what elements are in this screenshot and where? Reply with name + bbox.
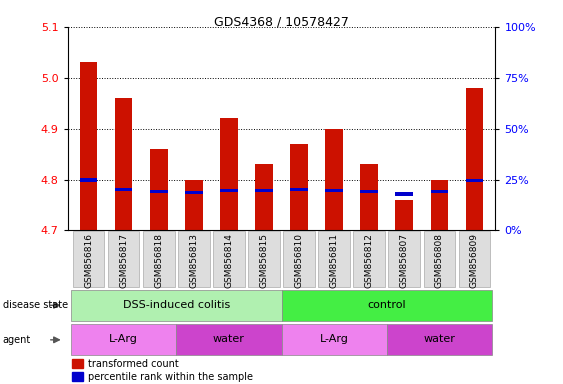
Text: GSM856818: GSM856818 [154, 233, 163, 288]
FancyBboxPatch shape [176, 324, 282, 356]
Text: GSM856807: GSM856807 [400, 233, 409, 288]
Text: GSM856814: GSM856814 [225, 233, 234, 288]
Bar [185, 191, 203, 194]
Bar [291, 144, 308, 230]
FancyBboxPatch shape [108, 231, 140, 287]
Bar [255, 164, 272, 230]
Bar [220, 189, 238, 192]
Text: DSS-induced colitis: DSS-induced colitis [123, 300, 230, 310]
Text: L-Arg: L-Arg [109, 334, 138, 344]
Bar [360, 164, 378, 230]
Text: GDS4368 / 10578427: GDS4368 / 10578427 [214, 15, 349, 28]
Bar [72, 359, 83, 368]
Text: agent: agent [3, 335, 31, 345]
Bar [150, 149, 168, 230]
FancyBboxPatch shape [178, 231, 209, 287]
Bar [220, 119, 238, 230]
Text: control: control [368, 300, 406, 310]
FancyBboxPatch shape [282, 290, 492, 321]
FancyBboxPatch shape [282, 324, 387, 356]
Text: GSM856812: GSM856812 [365, 233, 374, 288]
Bar [80, 63, 97, 230]
FancyBboxPatch shape [387, 324, 492, 356]
Bar [431, 180, 448, 230]
FancyBboxPatch shape [283, 231, 315, 287]
Text: transformed count: transformed count [88, 359, 179, 369]
FancyBboxPatch shape [388, 231, 420, 287]
Text: GSM856808: GSM856808 [435, 233, 444, 288]
FancyBboxPatch shape [248, 231, 280, 287]
Text: water: water [423, 334, 455, 344]
FancyBboxPatch shape [73, 231, 104, 287]
Text: GSM856811: GSM856811 [329, 233, 338, 288]
Bar [80, 178, 97, 182]
FancyBboxPatch shape [354, 231, 385, 287]
Text: GSM856816: GSM856816 [84, 233, 93, 288]
Bar [360, 190, 378, 193]
Bar [466, 179, 483, 182]
Bar [115, 98, 132, 230]
Bar [72, 372, 83, 381]
Text: L-Arg: L-Arg [320, 334, 348, 344]
Bar [115, 188, 132, 191]
Text: percentile rank within the sample: percentile rank within the sample [88, 372, 253, 382]
Text: GSM856817: GSM856817 [119, 233, 128, 288]
Bar [431, 190, 448, 193]
Bar [150, 190, 168, 193]
Text: GSM856813: GSM856813 [189, 233, 198, 288]
FancyBboxPatch shape [213, 231, 245, 287]
Bar [291, 188, 308, 191]
Bar [325, 189, 343, 192]
FancyBboxPatch shape [423, 231, 455, 287]
Text: GSM856815: GSM856815 [260, 233, 269, 288]
FancyBboxPatch shape [143, 231, 175, 287]
FancyBboxPatch shape [71, 290, 282, 321]
FancyBboxPatch shape [318, 231, 350, 287]
Bar [185, 180, 203, 230]
Bar [255, 189, 272, 192]
FancyBboxPatch shape [459, 231, 490, 287]
Text: GSM856810: GSM856810 [294, 233, 303, 288]
Text: water: water [213, 334, 245, 344]
Bar [395, 200, 413, 230]
Bar [466, 88, 483, 230]
Bar [325, 129, 343, 230]
Bar [395, 192, 413, 196]
Text: GSM856809: GSM856809 [470, 233, 479, 288]
FancyBboxPatch shape [71, 324, 176, 356]
Text: disease state: disease state [3, 300, 68, 310]
